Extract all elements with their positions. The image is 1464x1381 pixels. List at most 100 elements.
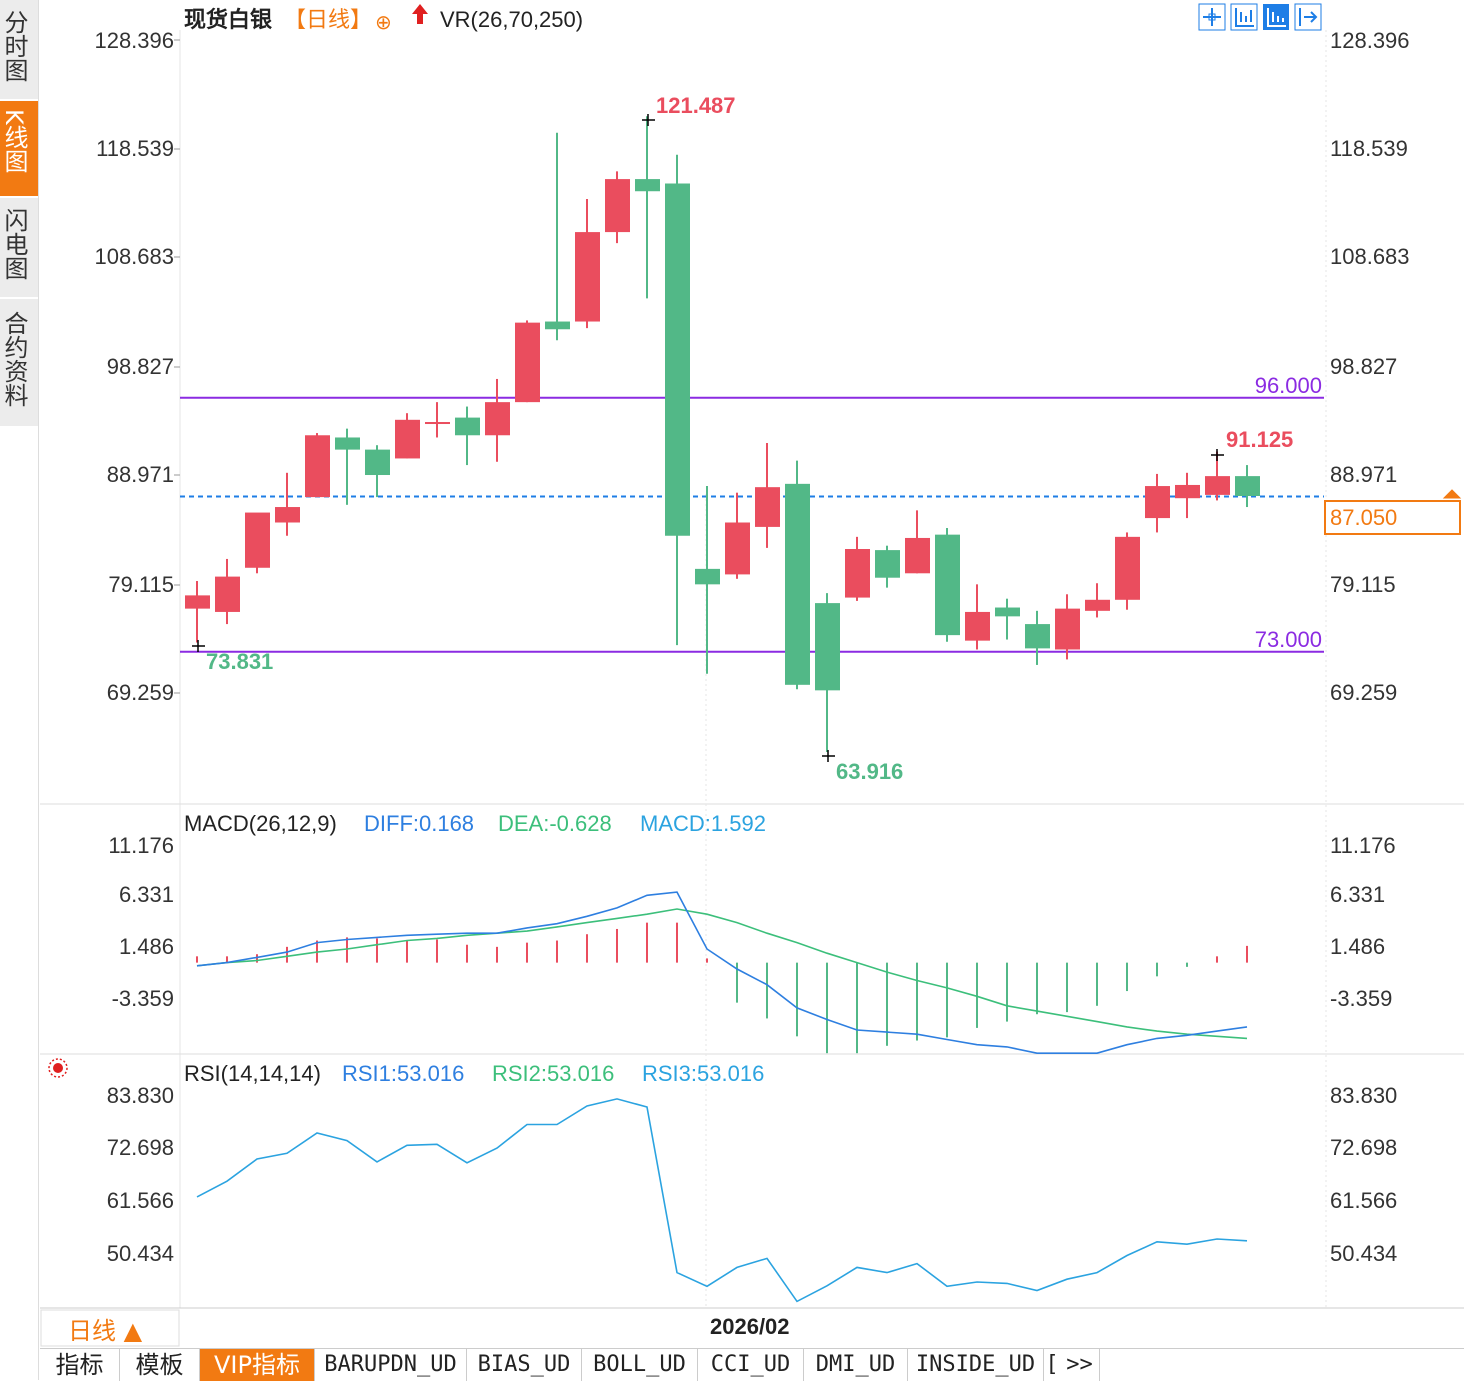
candle-body — [665, 183, 690, 536]
macd-tick-left: 1.486 — [119, 934, 174, 959]
tab-indicators[interactable]: 指标 — [40, 1349, 120, 1381]
candle-body — [245, 512, 270, 568]
price-tick-left: 79.115 — [108, 572, 174, 597]
tab-boll-ud[interactable]: BOLL_UD — [582, 1349, 698, 1381]
price-tick-right: 79.115 — [1330, 572, 1396, 597]
candle-body — [935, 534, 960, 636]
add-icon[interactable]: ⊕ — [375, 10, 392, 34]
macd-tick-right: 6.331 — [1330, 882, 1385, 907]
macd-hist-value: MACD:1.592 — [640, 811, 766, 836]
candle-body — [1085, 599, 1110, 611]
candle-body — [965, 611, 990, 641]
tab-more-arrow[interactable]: >> — [1060, 1349, 1100, 1381]
current-price-label: 87.050 — [1330, 505, 1397, 530]
chart-area[interactable]: 现货白银 【日线】 ⊕ VR(26,70,250) 128.396 118.53… — [0, 0, 1464, 1348]
hline-upper-label: 96.000 — [1255, 373, 1322, 398]
rsi-tick-left: 83.830 — [107, 1083, 174, 1108]
rsi-title: RSI(14,14,14) — [184, 1061, 321, 1086]
bar-chart-down-icon[interactable] — [1263, 4, 1289, 30]
tab-contract-info[interactable]: 合约资料 — [0, 299, 38, 427]
price-tick-left: 98.827 — [107, 354, 174, 379]
candle-body — [905, 537, 930, 574]
candle-body — [575, 232, 600, 322]
macd-tick-left: 6.331 — [119, 882, 174, 907]
candle-body — [845, 548, 870, 598]
tab-time-chart[interactable]: 分时图 — [0, 0, 38, 100]
candle-body — [395, 419, 420, 459]
price-tick-left: 88.971 — [107, 462, 174, 487]
crosshair-icon[interactable] — [1198, 3, 1226, 31]
candle-body — [1235, 476, 1260, 496]
macd-tick-right: -3.359 — [1330, 986, 1392, 1011]
tab-dmi-ud[interactable]: DMI_UD — [804, 1349, 908, 1381]
low-price-label: 63.916 — [836, 759, 903, 784]
tab-templates[interactable]: 模板 — [120, 1349, 200, 1381]
high-marker — [642, 114, 655, 126]
diff-line — [196, 891, 1248, 1054]
candle-body — [875, 550, 900, 578]
rsi2-value: RSI2:53.016 — [492, 1061, 614, 1086]
price-tick-right: 98.827 — [1330, 354, 1397, 379]
candle-body — [695, 568, 720, 585]
candle-body — [1025, 624, 1050, 649]
arrow-up-icon — [412, 4, 428, 24]
recent-high-label: 91.125 — [1226, 427, 1293, 452]
candle-body — [185, 595, 210, 609]
price-tick-right: 88.971 — [1330, 462, 1397, 487]
rsi-tick-left: 61.566 — [107, 1188, 174, 1213]
candle-body — [215, 576, 240, 612]
low-marker — [822, 750, 835, 762]
bar-chart-icon[interactable] — [1230, 3, 1258, 31]
price-tick-left: 118.539 — [96, 136, 174, 161]
rsi-line — [196, 1098, 1248, 1303]
view-sidebar: 分时图 K线图 闪电图 合约资料 — [0, 0, 39, 1380]
price-alert-icon[interactable] — [1442, 489, 1462, 502]
tab-kline-chart[interactable]: K线图 — [0, 101, 38, 197]
tab-more-partial[interactable]: [ — [1045, 1352, 1059, 1377]
macd-tick-right: 1.486 — [1330, 934, 1385, 959]
settings-icon[interactable] — [48, 1058, 68, 1078]
period-label[interactable]: 【日线】 — [284, 8, 372, 33]
candle-body — [335, 437, 360, 450]
rsi-tick-right: 72.698 — [1330, 1135, 1397, 1160]
start-low-marker — [192, 640, 205, 652]
price-tick-right: 118.539 — [1330, 136, 1408, 161]
tab-barupdn-ud[interactable]: BARUPDN_UD — [315, 1349, 467, 1381]
candle-body — [995, 607, 1020, 617]
arrow-right-bar-icon[interactable] — [1294, 3, 1322, 31]
candle-body — [545, 321, 570, 330]
candle-body — [815, 603, 840, 691]
candle-body — [275, 507, 300, 523]
candle-body — [785, 483, 810, 685]
price-tick-right: 128.396 — [1330, 28, 1410, 53]
candle-body — [635, 179, 660, 192]
rsi-tick-left: 72.698 — [107, 1135, 174, 1160]
macd-tick-left: 11.176 — [108, 833, 174, 858]
candle-body — [365, 449, 390, 476]
vr-indicator-label: VR(26,70,250) — [440, 7, 583, 32]
candle-body — [425, 422, 450, 425]
candle-body — [1115, 536, 1140, 600]
high-price-label: 121.487 — [656, 93, 736, 118]
macd-histogram — [196, 922, 1248, 1054]
instrument-title: 现货白银 — [184, 7, 273, 33]
price-tick-marks — [174, 39, 180, 694]
macd-diff-value: DIFF:0.168 — [364, 811, 474, 836]
macd-tick-right: 11.176 — [1330, 833, 1396, 858]
tab-bias-ud[interactable]: BIAS_UD — [467, 1349, 582, 1381]
tab-vip-indicators[interactable]: VIP指标 — [200, 1349, 315, 1381]
current-price-box — [1324, 500, 1461, 535]
tab-inside-ud[interactable]: INSIDE_UD — [908, 1349, 1044, 1381]
period-button[interactable] — [40, 1309, 180, 1347]
price-tick-left: 128.396 — [94, 28, 174, 53]
tab-cci-ud[interactable]: CCI_UD — [698, 1349, 804, 1381]
macd-dea-value: DEA:-0.628 — [498, 811, 612, 836]
start-low-label: 73.831 — [206, 649, 273, 674]
candle-body — [305, 435, 330, 498]
tab-flash-chart[interactable]: 闪电图 — [0, 198, 38, 298]
indicator-tab-bar: 指标 模板 VIP指标 BARUPDN_UD BIAS_UD BOLL_UD C… — [40, 1348, 1464, 1381]
recent-high-marker — [1211, 449, 1224, 461]
rsi1-value: RSI1:53.016 — [342, 1061, 464, 1086]
rsi-tick-right: 50.434 — [1330, 1241, 1397, 1266]
price-tick-right: 69.259 — [1330, 680, 1397, 705]
